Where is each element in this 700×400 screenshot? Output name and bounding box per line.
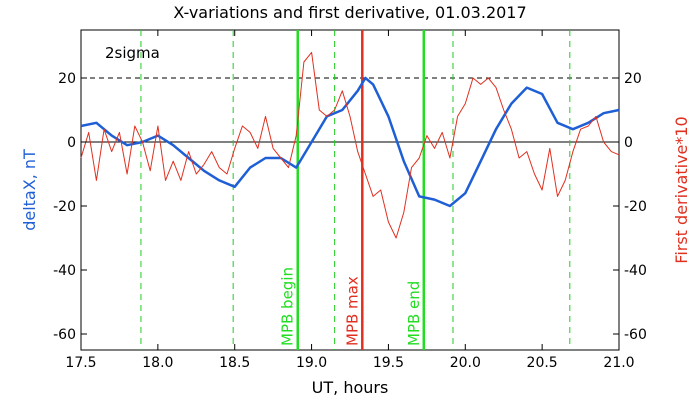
y-tick-label-right: -60 xyxy=(624,327,647,343)
x-tick-label: 19.0 xyxy=(296,355,327,371)
x-tick-label: 21.0 xyxy=(603,355,634,371)
x-axis-label: UT, hours xyxy=(312,378,389,397)
marker-label: MPB end xyxy=(405,281,423,346)
x-tick-label: 19.5 xyxy=(373,355,404,371)
y-tick-label-right: -20 xyxy=(624,199,647,215)
y-tick-label-right: 20 xyxy=(624,71,642,87)
marker-label: MPB begin xyxy=(279,267,297,346)
x-tick-label: 18.5 xyxy=(219,355,250,371)
x-tick-label: 17.5 xyxy=(65,355,96,371)
y-tick-label-right: 0 xyxy=(624,135,633,151)
sigma-label: 2sigma xyxy=(105,44,160,62)
x-tick-label: 18.0 xyxy=(142,355,173,371)
series-line-deltaX xyxy=(80,76,620,208)
y-tick-label-left: -20 xyxy=(53,199,76,215)
y-tick-label-right: -40 xyxy=(624,263,647,279)
series-line-derivative xyxy=(80,51,620,239)
chart-title: X-variations and first derivative, 01.03… xyxy=(173,3,526,22)
y-tick-label-left: -60 xyxy=(53,327,76,343)
y-tick-label-left: 0 xyxy=(67,135,76,151)
x-tick-label: 20.0 xyxy=(450,355,481,371)
y-tick-label-left: 20 xyxy=(58,71,76,87)
x-tick-label: 20.5 xyxy=(527,355,558,371)
y-axis-label-left: deltaX, nT xyxy=(20,149,39,231)
plot-frame xyxy=(80,29,620,351)
y-tick-label-left: -40 xyxy=(53,263,76,279)
marker-label: MPB max xyxy=(343,276,361,346)
y-axis-label-right: First derivative*10 xyxy=(672,116,691,263)
